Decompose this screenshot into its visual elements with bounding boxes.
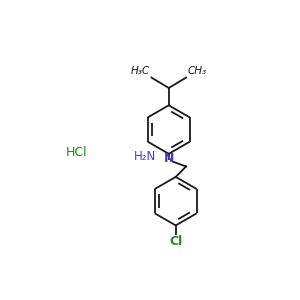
Text: H₂N: H₂N (134, 150, 156, 163)
Text: CH₃: CH₃ (187, 66, 206, 76)
Text: HCl: HCl (66, 146, 87, 159)
Text: Cl: Cl (169, 236, 182, 248)
Text: N: N (164, 152, 174, 165)
Text: H₃C: H₃C (130, 66, 150, 76)
